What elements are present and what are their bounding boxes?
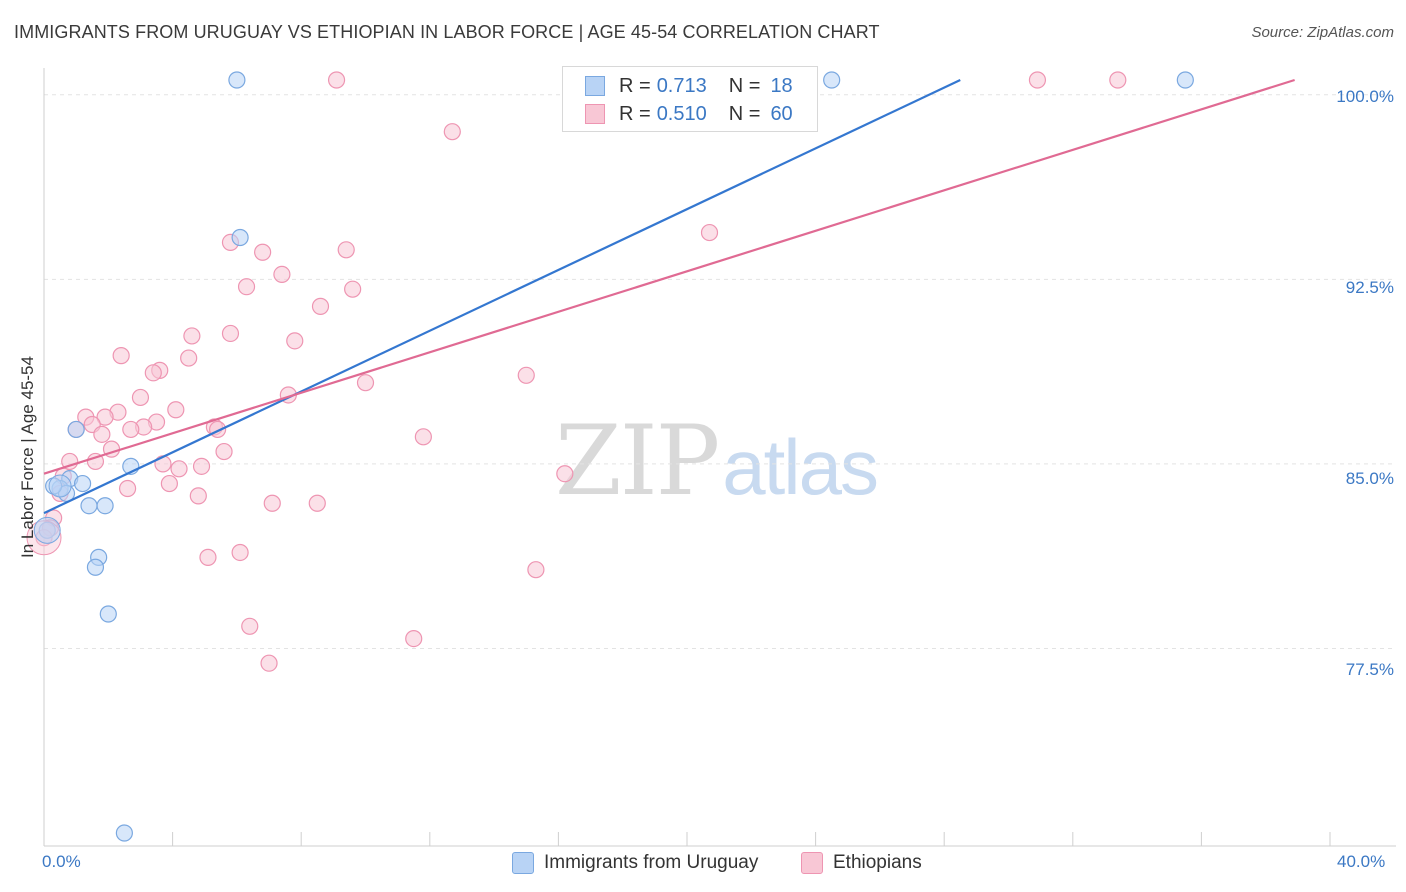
point-ethiopian-40 bbox=[154, 455, 172, 473]
y-axis-label: In Labor Force | Age 45-54 bbox=[18, 356, 37, 558]
point-ethiopian-57 bbox=[241, 617, 259, 635]
watermark-zip: ZIP bbox=[555, 405, 720, 517]
legend-n-value-ethiopian: 60 bbox=[770, 102, 793, 125]
source-credit: Source: ZipAtlas.com bbox=[1251, 24, 1394, 41]
point-ethiopian-59 bbox=[260, 654, 278, 672]
point-ethiopian-7 bbox=[254, 243, 272, 261]
legend-r-label: R = bbox=[619, 74, 651, 97]
point-uruguay-11 bbox=[96, 497, 114, 515]
series-legend: Immigrants from Uruguay Ethiopians bbox=[0, 852, 1406, 878]
y-tick-label-77-5: 77.5% bbox=[1345, 660, 1394, 679]
legend-n-label: N = bbox=[728, 74, 761, 97]
point-uruguay-14 bbox=[86, 558, 105, 576]
point-ethiopian-33 bbox=[122, 420, 140, 439]
point-ethiopian-14 bbox=[286, 332, 304, 350]
trend-line-uruguay bbox=[43, 79, 961, 515]
point-ethiopian-4 bbox=[700, 223, 719, 242]
point-ethiopian-2 bbox=[1109, 71, 1127, 89]
watermark: ZIPatlas bbox=[555, 405, 879, 517]
point-uruguay-2 bbox=[1176, 71, 1194, 89]
legend-row-ethiopian: R = 0.510 N = 60 bbox=[585, 101, 793, 127]
legend-r-value-uruguay: 0.713 bbox=[656, 74, 707, 97]
x-tick-label-min: 0.0% bbox=[42, 852, 81, 871]
point-uruguay-0 bbox=[228, 71, 246, 89]
point-ethiopian-6 bbox=[337, 241, 355, 259]
point-ethiopian-32 bbox=[93, 425, 111, 443]
point-ethiopian-23 bbox=[167, 401, 185, 419]
point-ethiopian-18 bbox=[144, 364, 162, 382]
trend-line-ethiopian bbox=[43, 78, 1295, 475]
point-ethiopian-8 bbox=[273, 265, 291, 284]
point-ethiopian-19 bbox=[517, 366, 535, 384]
point-ethiopian-35 bbox=[414, 428, 432, 446]
series-swatch-ethiopian bbox=[801, 852, 823, 874]
point-ethiopian-37 bbox=[215, 442, 233, 461]
legend-r-value-ethiopian: 0.510 bbox=[656, 102, 707, 125]
point-uruguay-7 bbox=[73, 474, 92, 493]
legend-n-label: N = bbox=[728, 102, 761, 125]
series-swatch-uruguay bbox=[512, 852, 534, 874]
point-ethiopian-49 bbox=[263, 494, 281, 512]
point-uruguay-1 bbox=[823, 71, 841, 89]
y-tick-label-100: 100.0% bbox=[1336, 87, 1394, 106]
point-ethiopian-58 bbox=[405, 629, 423, 648]
point-ethiopian-12 bbox=[183, 327, 201, 345]
point-ethiopian-1 bbox=[1028, 71, 1047, 89]
point-ethiopian-20 bbox=[356, 374, 375, 392]
point-ethiopian-16 bbox=[180, 349, 198, 367]
legend-row-uruguay: R = 0.713 N = 18 bbox=[585, 73, 793, 99]
legend-swatch-ethiopian bbox=[585, 104, 605, 124]
point-ethiopian-22 bbox=[131, 388, 150, 407]
series-legend-label-ethiopian: Ethiopians bbox=[833, 852, 922, 873]
point-ethiopian-3 bbox=[443, 123, 461, 141]
point-ethiopian-47 bbox=[189, 487, 207, 505]
point-ethiopian-55 bbox=[199, 548, 217, 566]
legend-r-label: R = bbox=[619, 102, 651, 125]
point-ethiopian-13 bbox=[221, 324, 240, 343]
watermark-atlas: atlas bbox=[722, 423, 879, 511]
x-tick-label-max: 40.0% bbox=[1337, 852, 1386, 871]
series-legend-label-uruguay: Immigrants from Uruguay bbox=[544, 852, 759, 873]
point-ethiopian-0 bbox=[327, 71, 346, 89]
point-ethiopian-15 bbox=[112, 347, 130, 365]
correlation-legend: R = 0.713 N = 18 R = 0.510 N = 60 bbox=[562, 66, 818, 132]
point-ethiopian-9 bbox=[237, 278, 256, 296]
series-legend-uruguay[interactable]: Immigrants from Uruguay bbox=[512, 852, 758, 874]
point-ethiopian-54 bbox=[231, 543, 249, 562]
point-ethiopian-41 bbox=[170, 460, 188, 478]
point-ethiopian-45 bbox=[118, 479, 137, 498]
point-uruguay-15 bbox=[99, 605, 117, 623]
chart-title: IMMIGRANTS FROM URUGUAY VS ETHIOPIAN IN … bbox=[14, 22, 880, 42]
y-tick-label-92-5: 92.5% bbox=[1345, 278, 1394, 297]
point-ethiopian-10 bbox=[344, 280, 362, 298]
point-ethiopian-11 bbox=[311, 297, 330, 315]
point-ethiopian-46 bbox=[160, 474, 178, 493]
point-uruguay-cluster-2 bbox=[48, 474, 72, 498]
point-ethiopian-42 bbox=[192, 457, 211, 475]
point-ethiopian-43 bbox=[556, 465, 574, 483]
series-legend-ethiopian[interactable]: Ethiopians bbox=[801, 852, 922, 874]
point-ethiopian-25 bbox=[96, 408, 114, 426]
point-uruguay-10 bbox=[80, 497, 98, 515]
y-tick-label-85: 85.0% bbox=[1345, 469, 1394, 488]
point-uruguay-cluster bbox=[33, 516, 61, 544]
legend-swatch-uruguay bbox=[585, 76, 605, 96]
point-uruguay-3 bbox=[231, 228, 249, 247]
point-ethiopian-56 bbox=[527, 561, 545, 579]
point-ethiopian-50 bbox=[308, 494, 326, 512]
legend-n-value-uruguay: 18 bbox=[770, 74, 793, 97]
point-uruguay-16 bbox=[115, 824, 133, 842]
point-uruguay-4 bbox=[67, 420, 85, 439]
